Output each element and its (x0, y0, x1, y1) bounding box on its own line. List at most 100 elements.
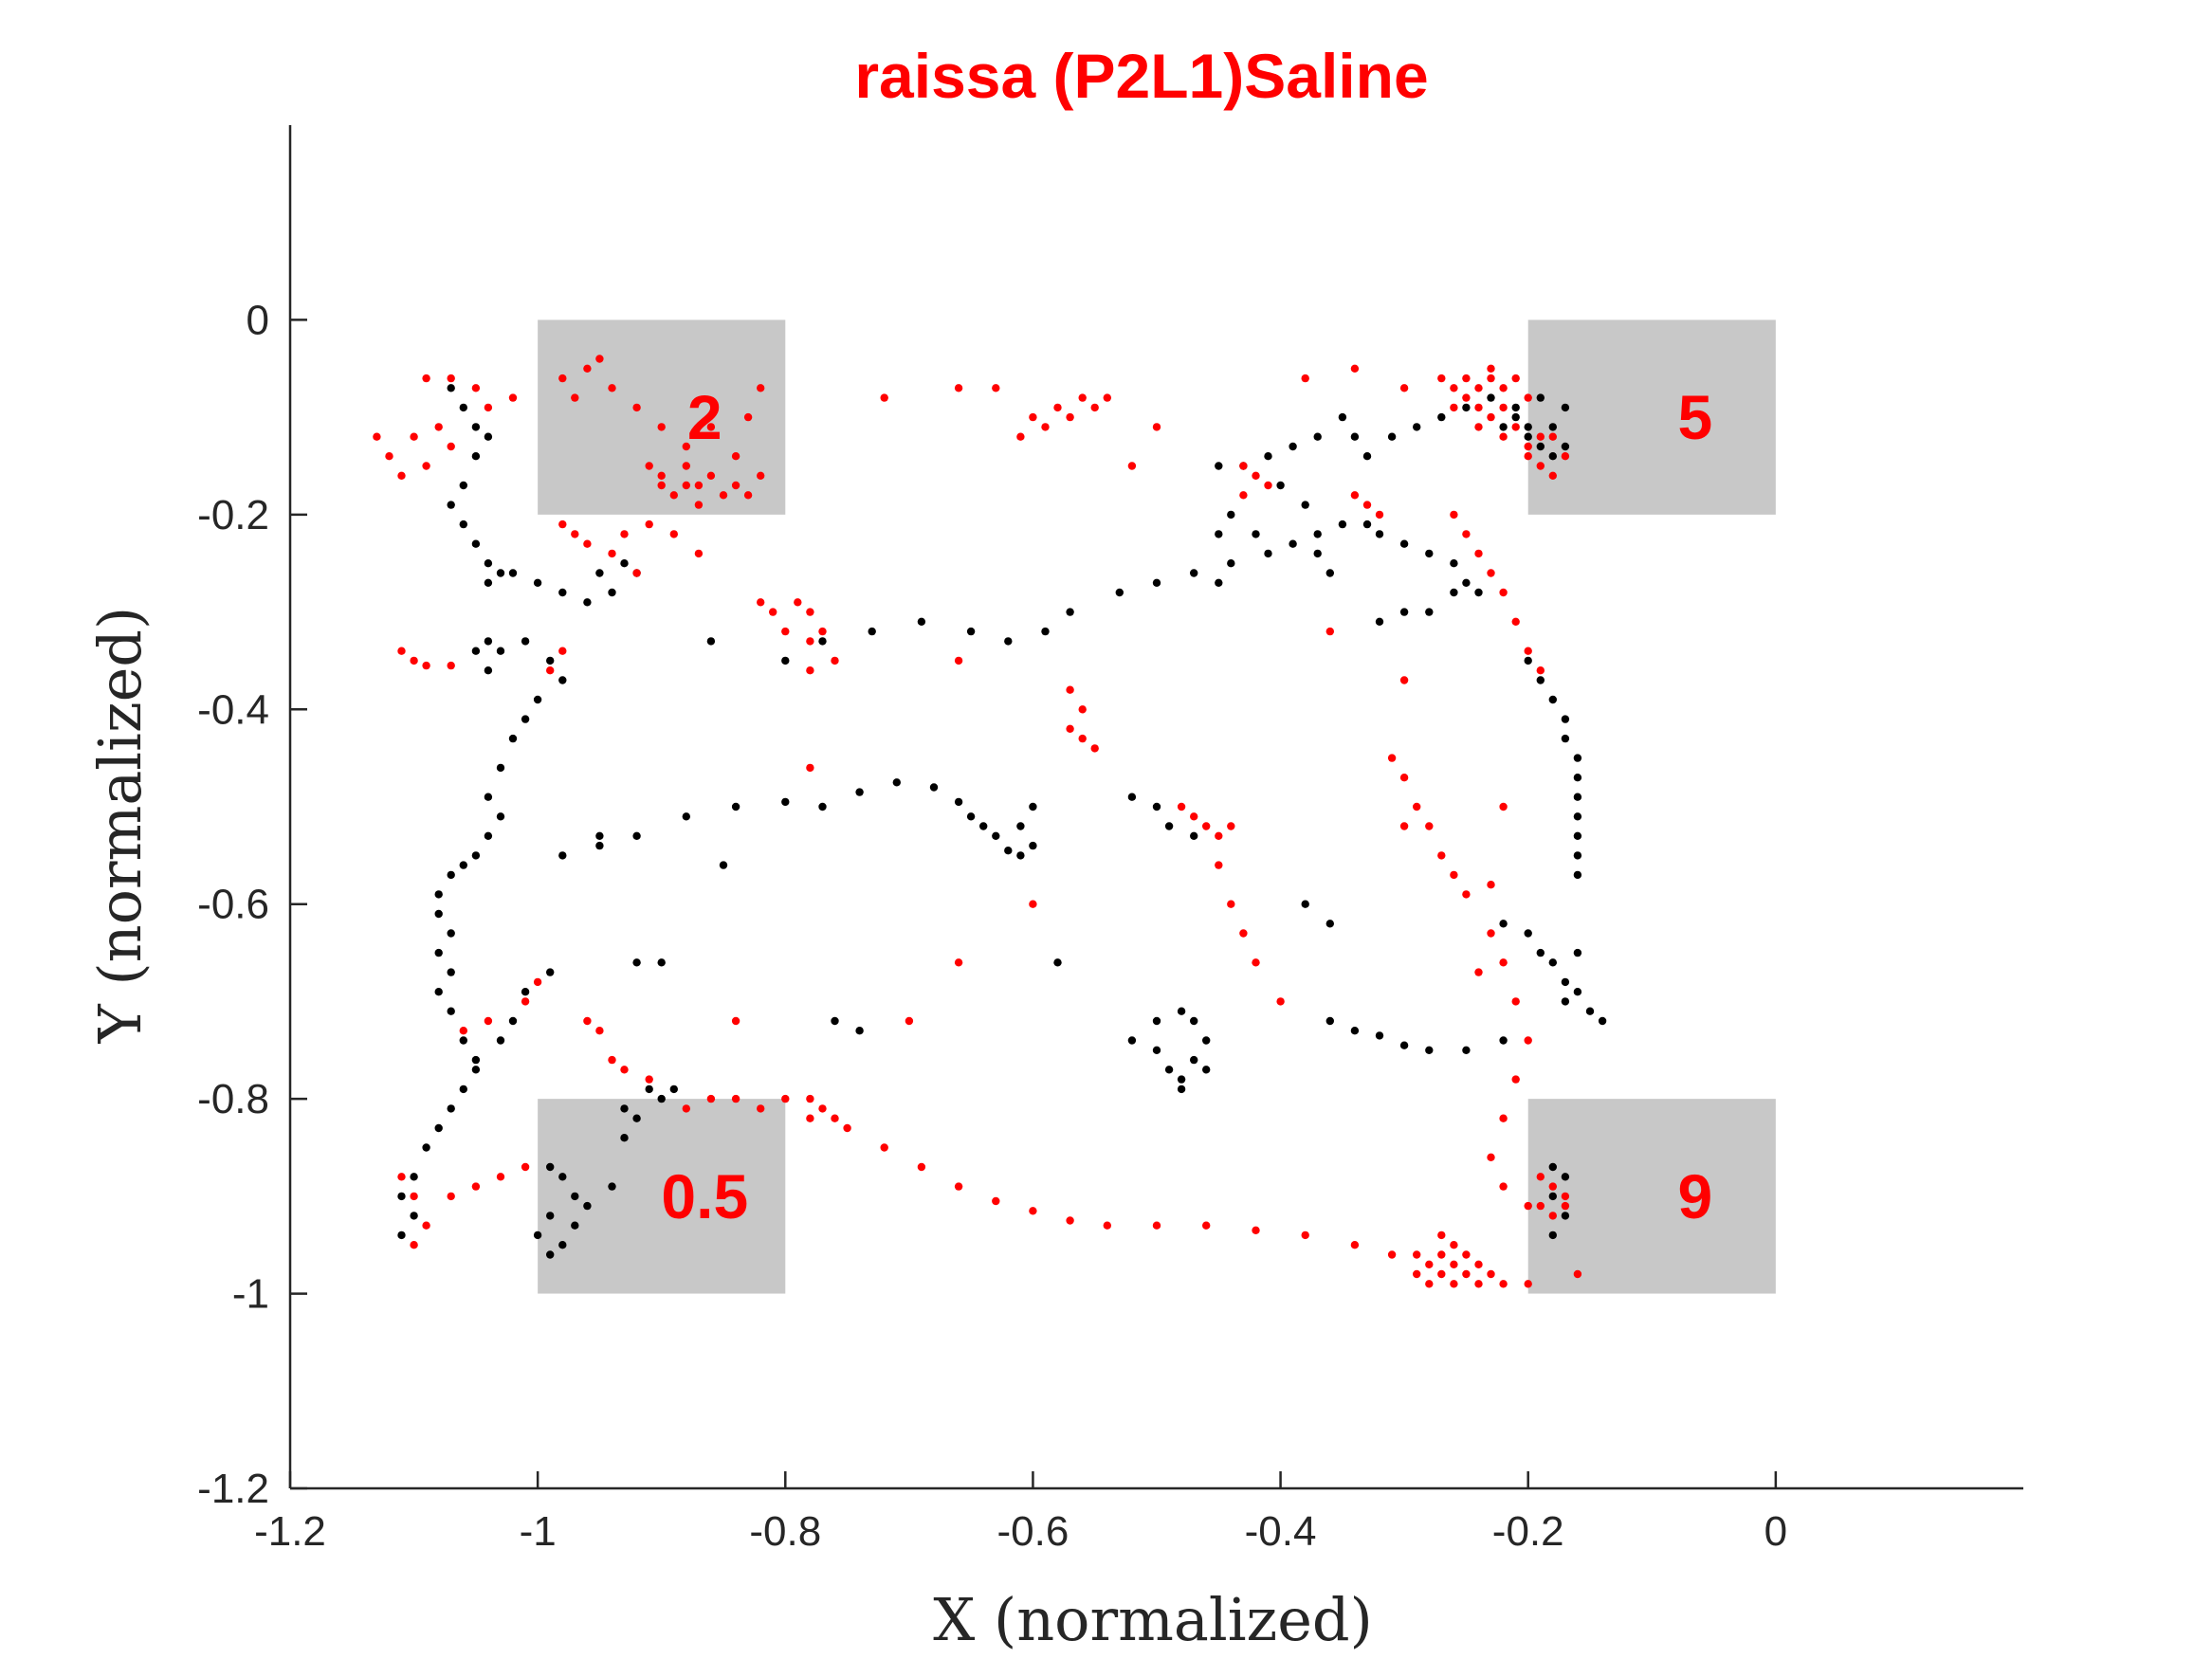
series-2-point (620, 530, 629, 538)
series-2-point (422, 374, 430, 383)
axes-layer: -1.2 -1 -0.8 -0.6 -0.4 -0.2 0 -1.2 -1 -0.8 -0.6 -0.… (197, 125, 2023, 1555)
series-2-point (620, 1066, 629, 1074)
series-1-point (831, 1016, 839, 1026)
x-tick-label: -0.2 (1492, 1508, 1564, 1555)
series-2-point (385, 452, 393, 461)
series-2-point (1450, 1280, 1458, 1288)
series-1-point (1190, 1016, 1198, 1026)
series-2-point (706, 1094, 716, 1103)
series-1-point (1053, 958, 1062, 967)
series-2-point (1487, 412, 1495, 422)
series-1-point (1041, 627, 1050, 636)
series-2-point (1350, 1241, 1360, 1249)
series-1-point (1450, 588, 1458, 597)
points-layer (373, 355, 1607, 1288)
series-2-point (806, 637, 814, 646)
series-1-point (459, 403, 467, 412)
series-2-point (917, 1162, 926, 1172)
series-2-point (1487, 569, 1495, 577)
series-1-point (533, 1231, 542, 1240)
series-2-point (1066, 412, 1074, 422)
series-1-point (1548, 1192, 1558, 1201)
series-1-point (546, 656, 555, 665)
series-1-point (434, 890, 443, 899)
series-1-point (1190, 1055, 1198, 1065)
series-2-point (1152, 423, 1161, 431)
series-1-point (682, 812, 690, 821)
series-2-point (571, 393, 579, 402)
series-2-point (397, 647, 406, 655)
series-2-point (1462, 890, 1471, 899)
series-1-point (781, 797, 790, 807)
series-2-point (558, 374, 567, 383)
series-1-point (459, 481, 467, 490)
series-2-point (1227, 822, 1235, 830)
series-1-point (1252, 530, 1260, 538)
series-2-point (669, 530, 678, 538)
series-2-point (1066, 685, 1074, 694)
series-2-point (781, 1094, 790, 1103)
series-2-point (1053, 403, 1062, 412)
x-tick-label: -1 (520, 1508, 557, 1555)
series-2-point (1548, 1212, 1558, 1220)
series-1-point (583, 1201, 592, 1211)
series-2-point (1029, 412, 1037, 422)
series-2-point (669, 491, 678, 500)
series-1-point (1127, 1036, 1137, 1045)
series-2-point (533, 977, 542, 987)
series-1-point (471, 647, 481, 655)
series-1-point (855, 788, 864, 796)
series-1-point (410, 1173, 418, 1181)
series-1-point (410, 1212, 418, 1220)
series-2-point (1487, 929, 1495, 938)
series-1-point (645, 1085, 653, 1094)
series-1-point (1548, 452, 1558, 461)
series-1-point (546, 1162, 555, 1172)
series-2-point (632, 403, 641, 412)
series-1-point (434, 988, 443, 996)
series-1-point (992, 831, 1000, 840)
series-1-point (1536, 393, 1545, 402)
chart-title: raissa (P2L1)Saline (854, 41, 1428, 111)
series-1-point (1561, 997, 1570, 1006)
series-2-point (583, 364, 592, 373)
series-2-point (1437, 374, 1446, 383)
series-2-point (595, 355, 604, 363)
series-2-point (769, 608, 777, 616)
series-1-point (1313, 530, 1322, 538)
series-1-point (1127, 793, 1137, 801)
series-1-point (1511, 403, 1520, 412)
series-1-point (781, 656, 790, 665)
series-2-point (1029, 1207, 1037, 1215)
series-2-point (1090, 403, 1099, 412)
series-1-point (484, 432, 493, 441)
series-2-point (1413, 1269, 1421, 1279)
series-1-point (1177, 1075, 1186, 1084)
series-1-point (818, 802, 827, 811)
series-2-point (1375, 510, 1384, 520)
series-1-point (558, 851, 567, 860)
series-2-point (1499, 1114, 1508, 1122)
series-1-point (1338, 520, 1347, 529)
series-1-point (1004, 847, 1013, 855)
series-1-point (1462, 403, 1471, 412)
series-1-point (1561, 442, 1570, 451)
series-1-point (1202, 1036, 1211, 1045)
series-1-point (731, 802, 740, 811)
series-1-point (1561, 977, 1570, 987)
series-2-point (1524, 393, 1532, 402)
series-1-point (1573, 870, 1582, 880)
series-1-point (471, 452, 481, 461)
series-2-point (1425, 1280, 1434, 1288)
y-tick-label: -1 (232, 1271, 269, 1318)
series-2-point (422, 1221, 430, 1230)
series-2-point (1499, 802, 1508, 811)
series-1-point (434, 909, 443, 919)
series-1-point (447, 968, 455, 976)
series-2-point (1548, 432, 1558, 441)
series-2-point (1425, 1260, 1434, 1269)
series-2-point (1437, 1250, 1446, 1259)
series-1-point (1499, 1036, 1508, 1045)
series-2-point (1474, 1280, 1483, 1288)
series-1-point (1029, 841, 1037, 850)
